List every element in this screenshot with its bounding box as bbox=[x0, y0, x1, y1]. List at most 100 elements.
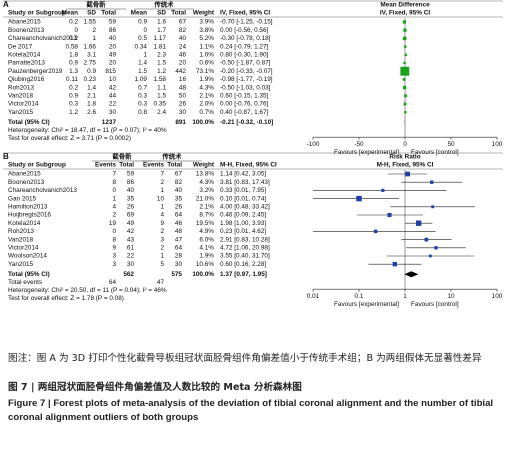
table-cell: 2.91 [0.83, 10.28] bbox=[220, 236, 270, 243]
table-cell: Van2018 bbox=[8, 236, 34, 243]
table-cell: Victor2014 bbox=[8, 244, 39, 251]
table-cell: Chareancholvanich2013 bbox=[8, 35, 77, 42]
table-cell: 13.8% bbox=[196, 171, 214, 178]
favours-label: Favours [experimental] bbox=[334, 301, 399, 308]
table-cell: 0 bbox=[143, 27, 147, 34]
plot-header: Mean Difference bbox=[380, 2, 430, 9]
column-header: SD bbox=[87, 10, 96, 17]
column-header: SD bbox=[157, 10, 166, 17]
x-tick-label: 1 bbox=[403, 293, 407, 300]
table-cell: 1.58 bbox=[154, 76, 167, 83]
table-cell: 1.0% bbox=[199, 51, 214, 58]
table-cell: 19 bbox=[109, 220, 117, 227]
table-cell: 46 bbox=[179, 51, 187, 58]
table-cell: 0.9 bbox=[87, 68, 96, 75]
table-cell: 3.55 [0.40, 31.70] bbox=[220, 253, 270, 260]
table-cell: 28 bbox=[175, 253, 183, 260]
table-cell: 0.3 bbox=[138, 92, 147, 99]
table-cell: 2.1% bbox=[199, 92, 214, 99]
table-cell: 0.11 bbox=[66, 76, 78, 83]
table-cell: 22 bbox=[109, 101, 117, 108]
x-tick-label: -50 bbox=[354, 141, 364, 148]
effect-marker bbox=[404, 111, 407, 114]
table-cell: 2 bbox=[160, 244, 164, 251]
table-cell: 1.6 bbox=[157, 19, 166, 26]
table-cell: 64 bbox=[175, 244, 183, 251]
table-cell: 5.2% bbox=[199, 35, 214, 42]
effect-marker bbox=[403, 45, 407, 48]
table-cell: 30 bbox=[109, 109, 117, 116]
table-cell: 3 bbox=[112, 261, 116, 268]
table-cell: 4.9% bbox=[199, 228, 214, 235]
table-cell: 0 bbox=[74, 27, 78, 34]
table-cell: 30 bbox=[175, 261, 183, 268]
table-cell: 1.8 bbox=[69, 51, 78, 58]
table-cell: Hamilton2013 bbox=[8, 203, 48, 210]
table-cell: 0.33 [0.01, 7.95] bbox=[220, 187, 266, 194]
table-cell: 43 bbox=[127, 236, 135, 243]
table-cell: 26 bbox=[179, 101, 187, 108]
table-cell: 10 bbox=[157, 195, 165, 202]
column-header: IV, Fixed, 95% CI bbox=[220, 10, 270, 17]
table-cell: 0.60 [0.16, 2.28] bbox=[220, 261, 266, 268]
table-cell: 2 bbox=[92, 27, 96, 34]
table-cell: Parratte2013 bbox=[8, 60, 45, 67]
table-cell: Roh2013 bbox=[8, 84, 34, 91]
effect-marker bbox=[404, 53, 407, 57]
table-cell: 2 bbox=[160, 179, 164, 186]
table-cell: 1.98 [1.00, 3.93] bbox=[220, 220, 266, 227]
table-cell: 2.0% bbox=[199, 101, 214, 108]
table-cell: Chareancholvanich2013 bbox=[8, 187, 77, 194]
table-cell: 59 bbox=[109, 19, 117, 26]
table-cell: 1 bbox=[143, 51, 147, 58]
table-cell: 10.6% bbox=[196, 261, 214, 268]
table-cell: 1.8 bbox=[87, 101, 96, 108]
table-cell: 26 bbox=[175, 203, 183, 210]
table-cell: 1.7 bbox=[157, 27, 166, 34]
table-cell: 16 bbox=[179, 76, 187, 83]
table-cell: 5 bbox=[160, 261, 164, 268]
table-cell: 0.58 bbox=[66, 43, 79, 50]
table-cell: 67 bbox=[179, 19, 187, 26]
table-cell: 1.4 bbox=[138, 60, 147, 67]
table-cell: 2 bbox=[160, 228, 164, 235]
table-cell: 73.1% bbox=[196, 68, 214, 75]
table-cell: 0.3 bbox=[138, 101, 147, 108]
total-cell: 1.37 [0.97, 1.95] bbox=[220, 271, 267, 278]
figure-title-cn: 图 7 | 两组冠状面胫骨组件角偏差值及人数比较的 Meta 分析森林图 bbox=[8, 382, 302, 393]
table-cell: 6.0% bbox=[199, 236, 214, 243]
effect-marker bbox=[403, 102, 407, 106]
table-cell: 3.9% bbox=[199, 19, 214, 26]
effect-marker bbox=[402, 36, 407, 41]
table-cell: 40 bbox=[109, 35, 117, 42]
effect-marker bbox=[381, 188, 385, 192]
table-cell: 1 bbox=[112, 195, 116, 202]
table-cell: Boonen2013 bbox=[8, 27, 45, 34]
table-cell: 0.2 bbox=[69, 19, 78, 26]
effect-marker bbox=[430, 180, 434, 184]
table-cell: 35 bbox=[175, 195, 183, 202]
table-cell: 1.4 bbox=[87, 84, 96, 91]
table-cell: 0.00 [-0.76, 0.76] bbox=[220, 101, 269, 108]
table-cell: 86 bbox=[127, 179, 135, 186]
table-cell: Gan 2015 bbox=[8, 195, 37, 202]
table-cell: 0.24 [-0.79, 1.27] bbox=[220, 43, 269, 50]
table-cell: 2.1% bbox=[199, 203, 214, 210]
total-cell: 575 bbox=[171, 271, 182, 278]
table-cell: -0.98 [-1.77, -0.19] bbox=[220, 76, 273, 83]
table-cell: 2.4 bbox=[157, 109, 166, 116]
table-cell: 19.5% bbox=[196, 220, 214, 227]
table-cell: 0.9 bbox=[69, 60, 78, 67]
table-cell: 1 bbox=[92, 35, 96, 42]
table-cell: 40 bbox=[175, 187, 183, 194]
table-cell: 0.46 [0.09, 2.45] bbox=[220, 212, 266, 219]
table-cell: 1.9% bbox=[199, 253, 214, 260]
table-cell: 3.1 bbox=[87, 51, 96, 58]
table-cell: 0.60 [-0.15, 1.35] bbox=[220, 92, 269, 99]
table-cell: 815 bbox=[105, 68, 116, 75]
table-cell: 1.09 bbox=[135, 76, 148, 83]
total-cell: 1237 bbox=[102, 119, 117, 126]
table-cell: 0.6% bbox=[199, 60, 214, 67]
table-cell: 64 bbox=[109, 279, 117, 286]
